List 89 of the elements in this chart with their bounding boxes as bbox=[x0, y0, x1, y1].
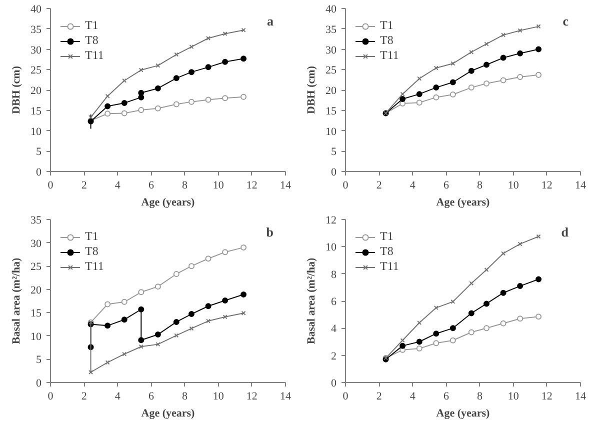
x-tick-label: 0 bbox=[48, 390, 54, 402]
y-axis-title: DBH (cm) bbox=[306, 66, 318, 114]
y-axis-title: Basal area (m²/ha) bbox=[10, 258, 22, 344]
x-tick-label: 6 bbox=[148, 180, 154, 192]
x-axis-title: Age (years) bbox=[436, 196, 490, 208]
legend-label: T1 bbox=[380, 229, 394, 244]
y-tick-label: 0 bbox=[331, 166, 337, 178]
x-tick-label: 0 bbox=[48, 180, 54, 192]
y-tick-label: 2 bbox=[331, 350, 336, 362]
y-tick-label: 35 bbox=[30, 24, 42, 36]
legend-label: T1 bbox=[380, 18, 394, 33]
x-tick-label: 10 bbox=[212, 180, 224, 192]
legend-label: T11 bbox=[85, 259, 105, 274]
x-tick-label: 6 bbox=[443, 390, 450, 402]
y-tick-label: 12 bbox=[326, 214, 336, 226]
x-tick-label: 12 bbox=[246, 390, 258, 402]
x-tick-label: 2 bbox=[376, 180, 382, 192]
y-tick-label: 15 bbox=[326, 105, 337, 118]
x-tick-label: 0 bbox=[342, 390, 349, 402]
annotation: c bbox=[562, 14, 569, 28]
x-tick-label: 12 bbox=[541, 180, 552, 192]
y-tick-label: 0 bbox=[36, 378, 42, 390]
legend-label: T8 bbox=[85, 244, 100, 259]
x-tick-label: 14 bbox=[575, 390, 586, 402]
x-tick-label: 14 bbox=[280, 390, 292, 402]
x-tick-label: 6 bbox=[148, 390, 154, 402]
x-tick-label: 4 bbox=[410, 180, 416, 192]
x-tick-label: 4 bbox=[410, 390, 416, 402]
y-tick-label: 15 bbox=[30, 308, 42, 320]
x-tick-label: 0 bbox=[342, 180, 349, 192]
annotation: d bbox=[561, 224, 570, 240]
y-tick-label: 0 bbox=[331, 378, 337, 390]
x-tick-label: 2 bbox=[81, 390, 87, 402]
y-tick-label: 25 bbox=[30, 64, 42, 77]
annotation: a bbox=[267, 14, 274, 28]
y-tick-label: 8 bbox=[331, 268, 337, 281]
x-tick-label: 12 bbox=[541, 390, 552, 402]
x-tick-label: 6 bbox=[443, 180, 450, 192]
y-tick-label: 25 bbox=[30, 261, 42, 274]
y-tick-label: 6 bbox=[331, 296, 337, 308]
x-tick-label: 4 bbox=[114, 390, 121, 402]
legend-label: T8 bbox=[85, 33, 100, 48]
y-tick-label: 10 bbox=[326, 242, 337, 254]
y-tick-label: 20 bbox=[326, 85, 337, 97]
legend-label: T8 bbox=[380, 33, 394, 48]
legend-label: T11 bbox=[85, 48, 105, 63]
annotation: b bbox=[266, 224, 274, 240]
y-axis-title: Basal area (m²/ha) bbox=[306, 258, 318, 344]
x-tick-label: 8 bbox=[182, 180, 188, 192]
y-axis-title: DBH (cm) bbox=[10, 66, 22, 114]
x-axis-title: Age (years) bbox=[141, 196, 196, 208]
y-tick-label: 30 bbox=[30, 44, 42, 56]
y-tick-label: 10 bbox=[326, 126, 337, 138]
legend-label: T1 bbox=[85, 18, 100, 33]
x-tick-label: 2 bbox=[376, 390, 382, 402]
x-tick-label: 10 bbox=[508, 390, 520, 402]
legend-label: T11 bbox=[380, 48, 400, 63]
x-tick-label: 14 bbox=[575, 180, 586, 192]
x-tick-label: 8 bbox=[182, 390, 188, 402]
y-tick-label: 20 bbox=[30, 85, 42, 97]
x-tick-label: 8 bbox=[477, 180, 484, 192]
x-axis-title: Age (years) bbox=[141, 408, 196, 420]
x-tick-label: 12 bbox=[246, 180, 258, 192]
y-tick-label: 4 bbox=[331, 323, 337, 336]
x-tick-label: 10 bbox=[508, 180, 520, 192]
x-tick-label: 10 bbox=[212, 390, 224, 402]
y-tick-label: 40 bbox=[326, 4, 337, 16]
legend-label: T1 bbox=[85, 229, 100, 244]
y-tick-label: 20 bbox=[30, 284, 42, 296]
y-tick-label: 0 bbox=[36, 166, 42, 178]
x-tick-label: 2 bbox=[81, 180, 87, 192]
x-axis-title: Age (years) bbox=[436, 408, 490, 420]
y-tick-label: 5 bbox=[331, 146, 337, 158]
y-tick-label: 40 bbox=[30, 4, 42, 16]
legend-label: T11 bbox=[380, 259, 400, 274]
y-tick-label: 5 bbox=[36, 146, 42, 158]
y-tick-label: 10 bbox=[30, 330, 42, 343]
legend-label: T8 bbox=[380, 244, 394, 259]
y-tick-label: 30 bbox=[30, 238, 42, 250]
y-tick-label: 5 bbox=[36, 354, 42, 366]
x-tick-label: 14 bbox=[280, 180, 292, 192]
y-tick-label: 35 bbox=[30, 214, 42, 226]
y-tick-label: 25 bbox=[326, 64, 337, 77]
x-tick-label: 8 bbox=[477, 390, 484, 402]
y-tick-label: 10 bbox=[30, 126, 42, 138]
x-tick-label: 4 bbox=[114, 180, 121, 192]
y-tick-label: 30 bbox=[326, 44, 337, 56]
y-tick-label: 15 bbox=[30, 105, 42, 118]
y-tick-label: 35 bbox=[326, 24, 337, 36]
